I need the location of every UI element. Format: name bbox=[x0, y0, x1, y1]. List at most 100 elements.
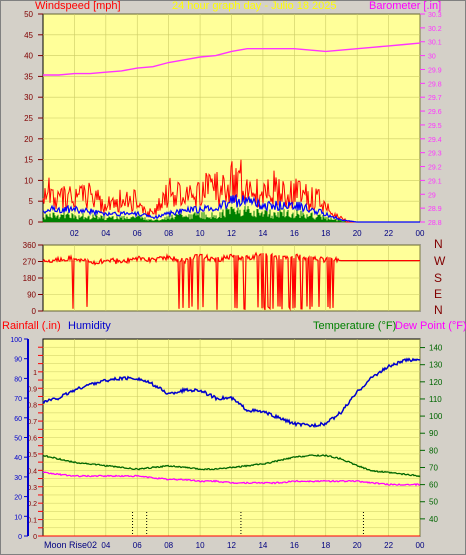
series-windspeed-average bbox=[42, 194, 420, 223]
humidity-tick-label: 0 bbox=[18, 534, 22, 541]
chart-title: 24 hour graph day - Julio 18 2025 bbox=[172, 0, 337, 12]
series-windspeed-low bbox=[42, 206, 346, 222]
y2-tick-label: 29.2 bbox=[428, 165, 442, 172]
direction-label-s: S bbox=[434, 271, 443, 285]
x-tick-label: 12 bbox=[227, 229, 236, 238]
series-temperature bbox=[42, 454, 421, 478]
y2-tick-label: 28.8 bbox=[428, 220, 442, 227]
y2-tick-label: 80 bbox=[429, 446, 438, 455]
x-tick-label: 04 bbox=[101, 541, 110, 550]
y2-tick-label: 29 bbox=[428, 192, 436, 199]
y-tick-label: 90 bbox=[27, 291, 36, 300]
x-tick-label: 02 bbox=[70, 229, 79, 238]
panel-wind-x-axis: 02 04 06 08 10 12 14 16 18 20 22 00 bbox=[70, 229, 425, 238]
x-tick-label: 06 bbox=[133, 541, 142, 550]
dewpoint-label: Dew Point (°F) bbox=[395, 320, 466, 332]
y2-tick-label: 30.3 bbox=[428, 12, 442, 19]
humidity-tick-label: 30 bbox=[14, 475, 22, 482]
y2-tick-label: 100 bbox=[429, 412, 443, 421]
y-tick-label: 15 bbox=[24, 156, 33, 165]
y2-tick-label: 130 bbox=[429, 361, 443, 370]
humidity-label: Humidity bbox=[68, 320, 111, 332]
temperature-label: Temperature (°F) bbox=[313, 320, 397, 332]
humidity-tick-label: 40 bbox=[14, 455, 22, 462]
x-tick-label: 06 bbox=[133, 229, 142, 238]
x-tick-label: 12 bbox=[227, 541, 236, 550]
x-tick-label: 00 bbox=[416, 541, 425, 550]
humidity-tick-label: 100 bbox=[10, 337, 22, 344]
y-tick-label: 0.2 bbox=[27, 501, 37, 508]
y2-tick-label: 50 bbox=[429, 498, 438, 507]
moon-marks bbox=[132, 512, 364, 536]
direction-label-n-top: N bbox=[434, 237, 443, 251]
y2-tick-label: 120 bbox=[429, 378, 443, 387]
x-tick-label: 08 bbox=[164, 541, 173, 550]
y2-tick-label: 140 bbox=[429, 344, 443, 353]
y2-tick-label: 29.4 bbox=[428, 137, 442, 144]
y2-tick-label: 110 bbox=[429, 395, 442, 404]
y-tick-label: 45 bbox=[24, 31, 33, 40]
y-tick-label: 0 bbox=[33, 534, 37, 541]
panel-temperature-x-axis: 04 06 08 10 12 14 16 18 20 22 00 bbox=[101, 541, 425, 550]
x-tick-label: 16 bbox=[290, 229, 299, 238]
y-tick-label: 10 bbox=[24, 176, 33, 185]
y2-tick-label: 29.1 bbox=[428, 178, 442, 185]
y-tick-label: 35 bbox=[24, 72, 33, 81]
y-tick-label: 40 bbox=[24, 52, 33, 61]
x-tick-label: 20 bbox=[353, 541, 362, 550]
panel-temperature-humidity-axis: 0 10 20 30 40 50 60 70 80 90 100 bbox=[10, 337, 29, 541]
x-tick-label: 18 bbox=[321, 229, 330, 238]
x-tick-label: 08 bbox=[164, 229, 173, 238]
x-tick-label: 14 bbox=[258, 541, 267, 550]
y2-tick-label: 28.9 bbox=[428, 206, 442, 213]
panel-temperature-grid bbox=[43, 339, 421, 537]
panel-direction-grid bbox=[43, 244, 421, 312]
y-tick-label: 25 bbox=[24, 114, 33, 123]
x-tick-label: 22 bbox=[384, 541, 393, 550]
x-tick-label: 18 bbox=[321, 541, 330, 550]
barometer-label: Barometer [.in] bbox=[369, 0, 442, 12]
y-tick-label: 0 bbox=[29, 218, 34, 227]
moon-rise-label: Moon Rise02 bbox=[44, 540, 98, 550]
y-tick-label: 0.3 bbox=[27, 485, 37, 492]
y2-tick-label: 90 bbox=[429, 429, 438, 438]
series-barometer bbox=[43, 42, 421, 76]
y-tick-label: 1 bbox=[33, 370, 37, 377]
y2-tick-label: 60 bbox=[429, 481, 438, 490]
x-tick-label: 10 bbox=[196, 541, 205, 550]
humidity-tick-label: 10 bbox=[14, 514, 22, 521]
x-tick-label: 04 bbox=[101, 229, 110, 238]
y2-tick-label: 29.7 bbox=[428, 95, 442, 102]
y2-tick-label: 30.2 bbox=[428, 26, 442, 33]
y-tick-label: 0.8 bbox=[27, 403, 37, 410]
x-tick-label: 10 bbox=[196, 229, 205, 238]
humidity-tick-label: 20 bbox=[14, 495, 22, 502]
y-tick-label: 0.6 bbox=[27, 436, 37, 443]
y-tick-label: 0.4 bbox=[27, 468, 37, 475]
y2-tick-label: 30.1 bbox=[428, 40, 442, 47]
y-tick-label: 30 bbox=[24, 93, 33, 102]
y2-tick-label: 30 bbox=[428, 54, 436, 61]
y-tick-label: 0.9 bbox=[27, 386, 37, 393]
y-tick-label: 0.1 bbox=[27, 518, 37, 525]
y-tick-label: 50 bbox=[24, 10, 33, 19]
humidity-tick-label: 70 bbox=[14, 396, 22, 403]
y-tick-label: 0.5 bbox=[27, 452, 37, 459]
series-dew-point bbox=[42, 471, 421, 487]
humidity-tick-label: 50 bbox=[14, 436, 22, 443]
x-tick-label: 22 bbox=[384, 229, 393, 238]
y-tick-label: 20 bbox=[24, 135, 33, 144]
y2-tick-label: 40 bbox=[429, 515, 438, 524]
humidity-tick-label: 80 bbox=[14, 376, 22, 383]
panel-direction-left-axis: 0 90 180 270 360 bbox=[23, 241, 43, 316]
x-tick-label: 20 bbox=[353, 229, 362, 238]
panel-wind-left-axis: 0 5 10 15 20 25 30 35 40 45 50 bbox=[24, 10, 43, 227]
humidity-tick-label: 60 bbox=[14, 416, 22, 423]
y-tick-label: 0 bbox=[32, 307, 37, 316]
y2-tick-label: 29.6 bbox=[428, 109, 442, 116]
x-tick-label: 00 bbox=[416, 229, 425, 238]
y2-tick-label: 29.5 bbox=[428, 123, 442, 130]
y-tick-label: 270 bbox=[23, 258, 37, 267]
